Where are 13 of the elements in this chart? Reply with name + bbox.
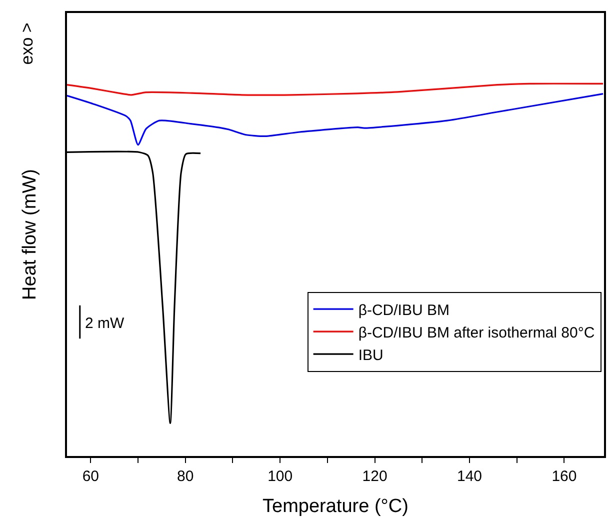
legend-label: β-CD/IBU BM after isothermal 80°C (358, 324, 595, 342)
text: exo > (18, 22, 37, 65)
legend-label: β-CD/IBU BM (358, 302, 450, 319)
x-tick-label: 160 (552, 468, 577, 485)
x-tick-label: 120 (362, 468, 388, 485)
x-axis-title: Temperature (°C) (262, 496, 408, 518)
x-tick-label: 100 (268, 468, 293, 485)
x-tick-label: 140 (456, 468, 482, 485)
x-tick-label: 60 (82, 468, 100, 485)
x-tick-label: 80 (177, 468, 194, 485)
legend-label: IBU (358, 346, 384, 364)
y-axis-title: Heat flow (mW) (20, 169, 41, 300)
annotation: 2 mW (85, 315, 126, 332)
